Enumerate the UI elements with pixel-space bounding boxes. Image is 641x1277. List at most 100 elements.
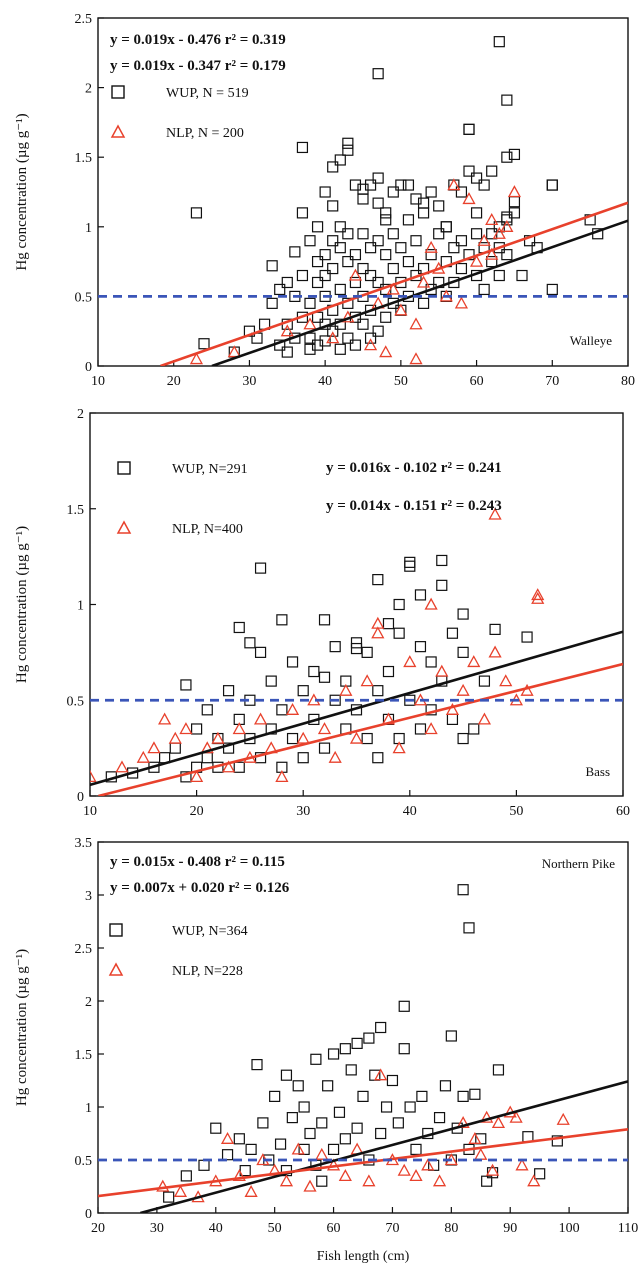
data-point-wup: [266, 297, 278, 309]
data-point-wup: [364, 242, 377, 254]
data-point-wup: [316, 1117, 328, 1129]
data-point-nlp: [348, 268, 363, 281]
data-point-wup: [436, 554, 448, 567]
data-point-wup: [345, 1064, 357, 1076]
data-point-wup: [463, 123, 475, 135]
data-point-wup: [508, 196, 521, 208]
data-point-nlp: [485, 1163, 500, 1176]
data-point-nlp: [454, 296, 469, 309]
plot-frame: [97, 17, 629, 367]
data-point-wup: [327, 200, 339, 212]
data-point-wup: [318, 742, 331, 754]
data-point-wup: [440, 221, 452, 233]
data-point-wup: [357, 262, 369, 275]
data-point-wup: [329, 641, 341, 653]
data-point-wup: [304, 297, 316, 309]
nlp-regression-line: [98, 662, 623, 796]
data-point-wup: [276, 704, 288, 716]
data-point-nlp: [303, 317, 317, 330]
data-point-wup: [334, 283, 346, 296]
data-point-nlp: [468, 1131, 482, 1144]
data-point-nlp: [462, 192, 476, 205]
data-point-nlp: [488, 507, 502, 520]
data-point-wup: [481, 1175, 493, 1187]
data-point-wup: [190, 207, 203, 219]
species-label: Northern Pike: [542, 856, 616, 871]
data-point-nlp: [456, 683, 470, 696]
data-point-wup: [493, 36, 505, 48]
data-point-wup: [286, 732, 299, 745]
y-tick-label: 1.5: [75, 1048, 93, 1063]
y-tick-label: 1.5: [67, 503, 85, 518]
data-point-nlp: [147, 741, 161, 754]
data-point-nlp: [90, 770, 97, 782]
data-point-wup: [380, 249, 392, 261]
data-point-wup: [470, 207, 483, 219]
data-point-wup: [463, 165, 475, 177]
data-point-nlp: [445, 702, 460, 715]
data-point-nlp: [397, 1163, 411, 1176]
x-tick-label: 110: [618, 1221, 638, 1236]
data-point-nlp: [424, 597, 438, 610]
data-point-nlp: [291, 1142, 305, 1155]
data-point-nlp: [467, 655, 481, 668]
data-point-wup: [380, 207, 392, 219]
data-point-wup: [404, 556, 416, 568]
data-point-wup: [198, 1159, 210, 1171]
data-point-wup: [233, 1133, 245, 1145]
data-point-wup: [470, 228, 483, 240]
data-point-wup: [402, 214, 415, 226]
data-point-wup: [350, 637, 363, 649]
species-label: Bass: [585, 764, 610, 779]
data-point-nlp: [190, 770, 204, 782]
data-point-wup: [425, 186, 437, 198]
data-point-wup: [297, 685, 309, 697]
data-point-wup: [380, 214, 392, 226]
data-point-nlp: [374, 1068, 388, 1081]
data-point-wup: [372, 752, 384, 764]
data-point-nlp: [371, 616, 385, 629]
data-point-nlp: [315, 1147, 329, 1160]
data-point-wup: [486, 1167, 499, 1179]
data-point-nlp: [339, 683, 353, 696]
data-point-wup: [311, 256, 324, 268]
data-point-nlp: [189, 352, 204, 365]
data-point-wup: [392, 1117, 404, 1129]
legend-marker-wup: [117, 461, 131, 475]
data-point-wup: [457, 608, 469, 620]
data-point-wup: [372, 325, 384, 337]
data-point-wup: [342, 144, 354, 156]
data-point-wup: [286, 656, 299, 668]
data-point-wup: [393, 627, 405, 639]
x-tick-label: 20: [167, 374, 181, 389]
x-tick-label: 30: [242, 374, 256, 389]
legend-label: NLP, N=228: [172, 964, 243, 979]
x-tick-label: 50: [509, 804, 523, 819]
northern-pike-panel: 0 0.5 1 1.5 2 2.5 3 3.5 20 30 40 50 60 70 80 90 100 110 Hg…: [14, 836, 638, 1264]
data-point-nlp: [409, 1169, 423, 1182]
y-tick-label: 1: [77, 599, 84, 614]
data-point-wup: [222, 685, 235, 697]
data-point-wup: [521, 631, 533, 643]
data-point-wup: [516, 269, 528, 282]
data-point-wup: [233, 621, 245, 634]
data-point-wup: [493, 242, 505, 254]
data-point-wup: [478, 675, 491, 687]
data-point-wup: [357, 318, 369, 330]
data-point-wup: [414, 589, 427, 601]
data-point-wup: [501, 249, 513, 261]
data-point-wup: [357, 183, 369, 195]
data-point-wup: [375, 1021, 387, 1034]
data-point-wup: [436, 579, 448, 591]
data-point-wup: [254, 562, 267, 574]
data-point-wup: [349, 339, 362, 351]
data-point-wup: [382, 618, 395, 630]
wup-regression-line: [140, 1080, 628, 1213]
data-point-wup: [395, 242, 407, 254]
data-point-wup: [398, 1043, 410, 1055]
data-point-wup: [380, 1101, 393, 1113]
data-point-wup: [274, 1138, 287, 1150]
data-point-wup: [501, 151, 513, 163]
y-tick-label: 2: [85, 995, 92, 1010]
